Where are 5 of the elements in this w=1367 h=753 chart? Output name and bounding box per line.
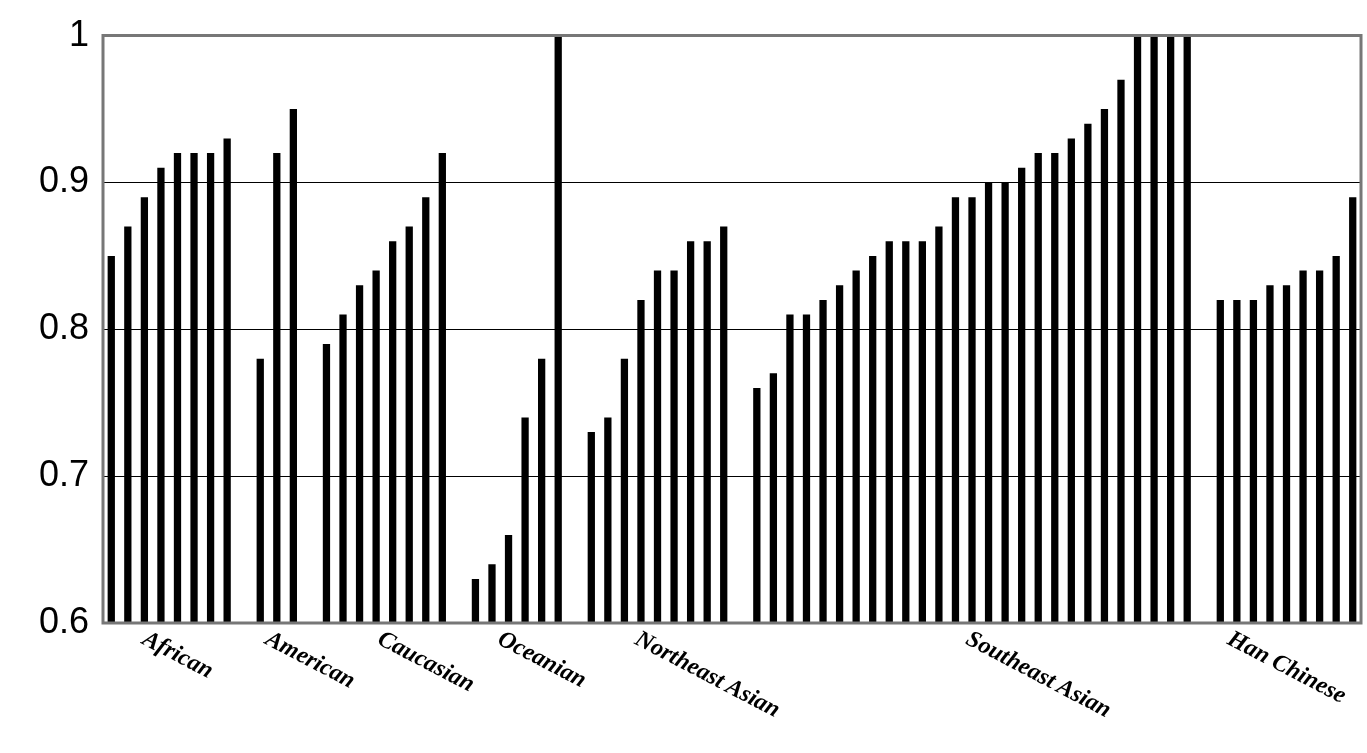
y-tick-label: 0.7	[38, 453, 89, 495]
y-tick-label: 0.6	[38, 599, 89, 641]
y-tick-label: 1	[68, 12, 89, 54]
y-tick-label: 0.9	[38, 159, 89, 201]
y-tick-label: 0.8	[38, 306, 89, 348]
